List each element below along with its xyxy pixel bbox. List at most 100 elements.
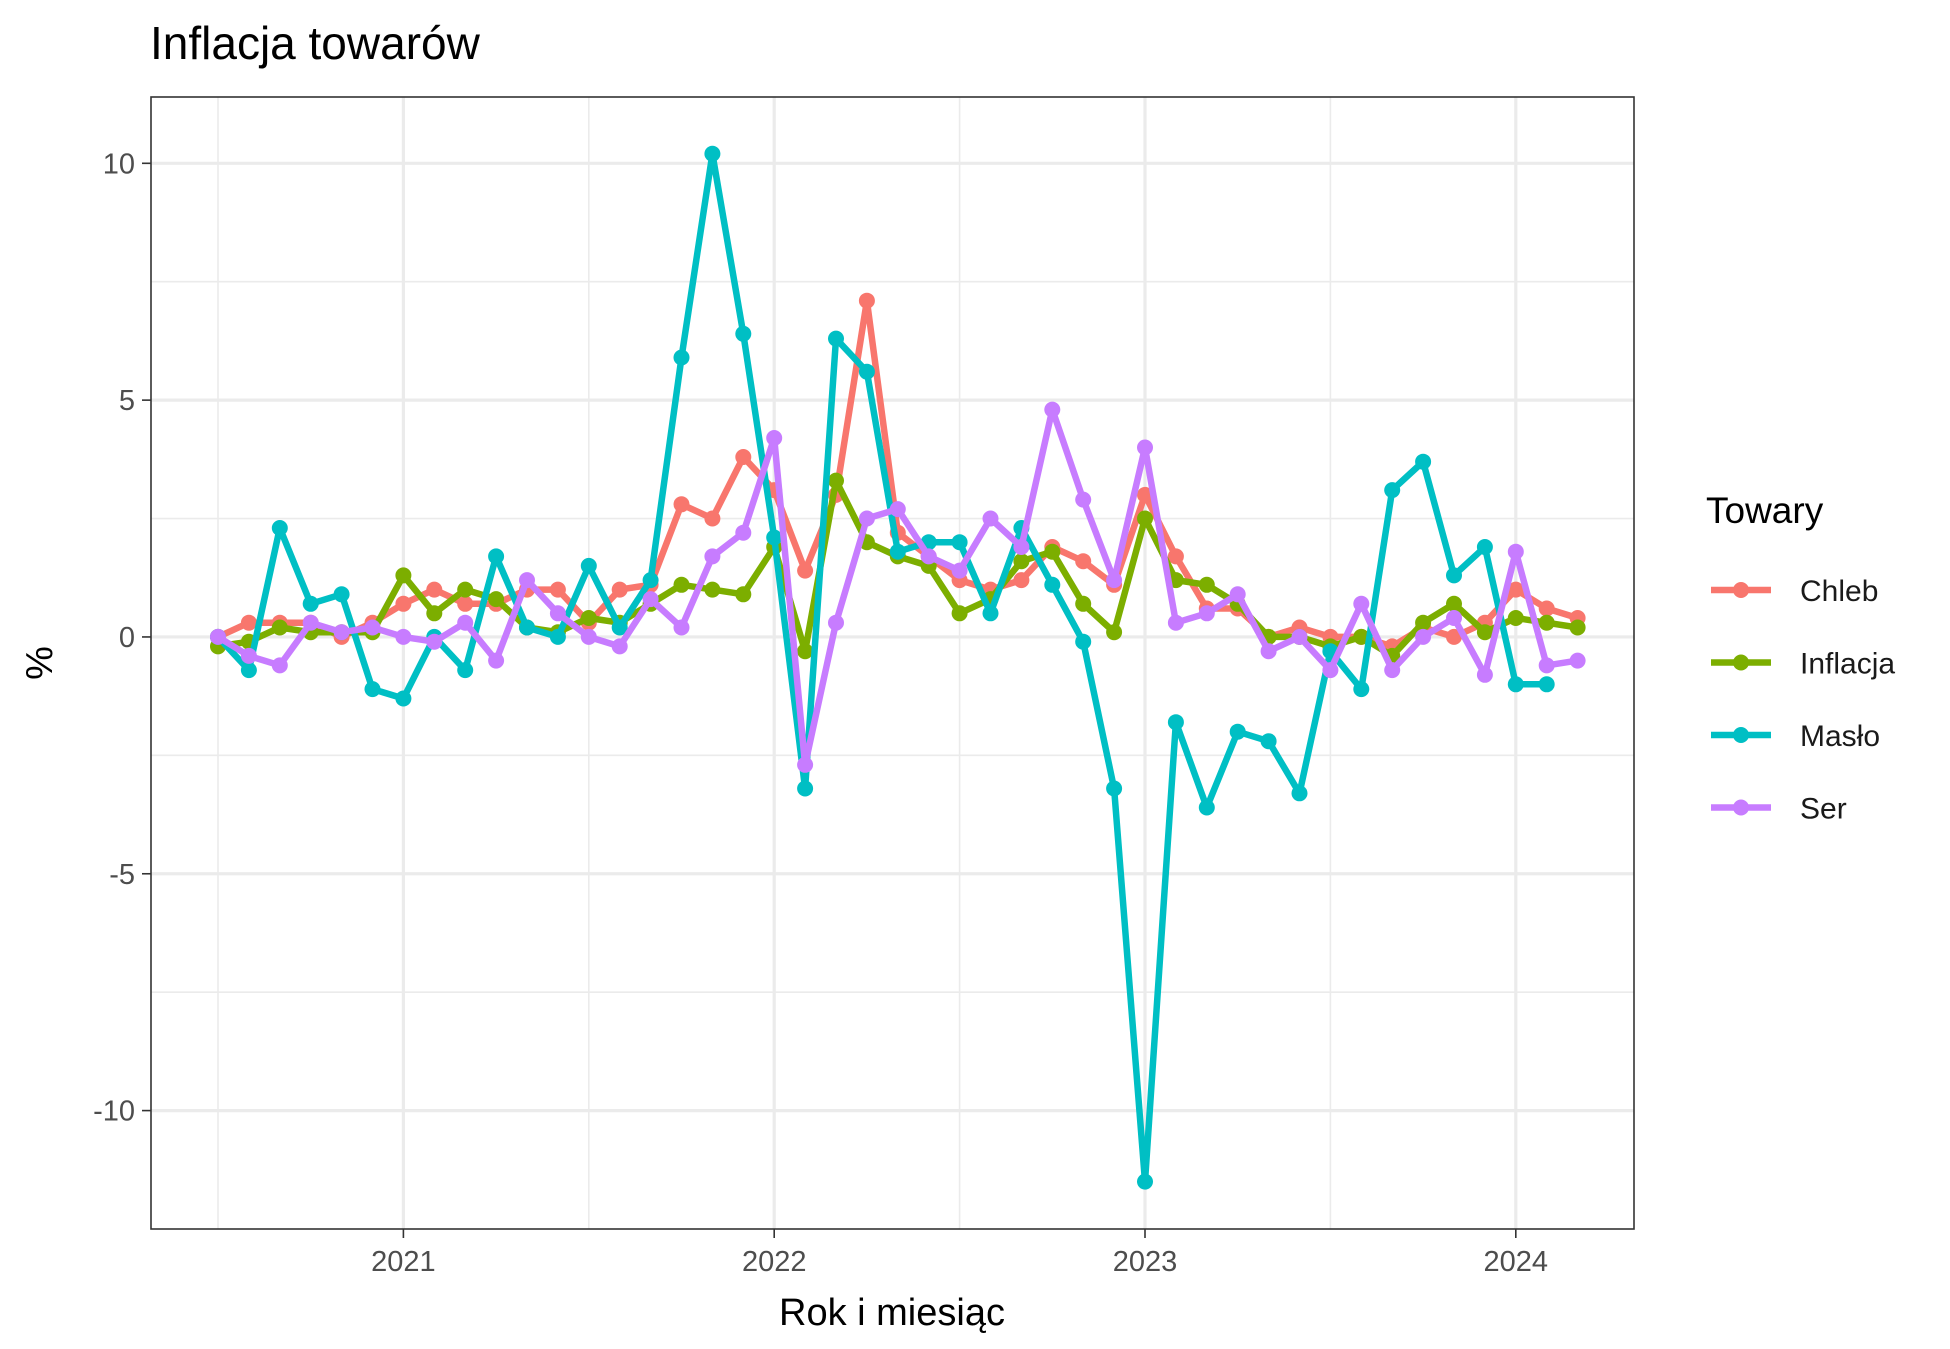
data-point-ser	[395, 628, 412, 645]
data-point-maslo	[1229, 723, 1246, 740]
y-tick-label: 5	[119, 385, 135, 417]
x-tick-label: 2022	[742, 1246, 807, 1278]
legend-key-point	[1733, 799, 1749, 816]
data-point-maslo	[611, 619, 628, 636]
data-point-chleb	[704, 510, 721, 527]
y-tick-label: -5	[109, 859, 135, 891]
data-point-maslo	[364, 681, 381, 698]
legend-item-maslo: Masło	[1711, 720, 1880, 753]
data-point-ser	[1137, 439, 1153, 456]
data-point-chleb	[240, 614, 257, 631]
data-point-inflacja	[704, 581, 721, 598]
data-point-maslo	[1507, 676, 1524, 693]
data-point-maslo	[797, 780, 814, 797]
legend: Towary Chleb Inflacja Masło Ser	[1706, 490, 1895, 826]
data-point-ser	[1198, 605, 1215, 622]
data-point-inflacja	[673, 576, 690, 593]
data-point-chleb	[426, 581, 443, 598]
data-point-maslo	[1044, 576, 1061, 593]
data-point-ser	[920, 548, 937, 565]
data-point-maslo	[828, 330, 844, 347]
legend-items: Chleb Inflacja Masło Ser	[1711, 575, 1895, 826]
data-point-maslo	[1353, 681, 1370, 698]
data-point-ser	[951, 562, 968, 579]
data-point-maslo	[858, 363, 875, 380]
x-tick-label: 2024	[1484, 1246, 1549, 1278]
data-point-chleb	[673, 496, 690, 513]
data-point-ser	[1538, 657, 1555, 674]
data-point-ser	[457, 614, 474, 631]
data-point-ser	[1384, 662, 1401, 679]
legend-key-point	[1733, 654, 1749, 671]
x-axis-title: Rok i miesiąc	[779, 1292, 1005, 1334]
data-point-maslo	[704, 145, 721, 162]
data-point-maslo	[1538, 676, 1555, 693]
data-point-inflacja	[395, 567, 412, 584]
legend-label: Ser	[1800, 793, 1847, 826]
data-point-maslo	[271, 520, 288, 536]
data-point-maslo	[951, 534, 968, 551]
data-point-chleb	[1538, 600, 1555, 617]
data-point-inflacja	[488, 591, 505, 608]
data-point-ser	[1044, 401, 1061, 418]
data-point-inflacja	[1106, 624, 1123, 641]
data-point-inflacja	[1353, 628, 1370, 645]
data-point-chleb	[1446, 628, 1462, 645]
data-point-maslo	[1106, 780, 1123, 797]
legend-key-point	[1733, 582, 1749, 598]
x-tick-label: 2021	[371, 1246, 436, 1278]
chart-title: Inflacja towarów	[150, 17, 481, 69]
data-point-maslo	[302, 595, 319, 612]
data-point-inflacja	[457, 581, 474, 598]
data-point-ser	[1229, 586, 1246, 603]
data-point-inflacja	[1569, 619, 1586, 636]
data-point-inflacja	[951, 605, 968, 622]
data-point-inflacja	[1013, 553, 1030, 570]
data-point-maslo	[1291, 785, 1308, 802]
data-point-maslo	[642, 572, 659, 589]
data-point-ser	[1476, 666, 1493, 683]
data-point-inflacja	[735, 586, 752, 603]
data-point-chleb	[858, 292, 875, 309]
y-axis: 10 5 0 -5 -10	[93, 148, 151, 1128]
data-point-chleb	[797, 562, 814, 579]
data-point-chleb	[1167, 548, 1184, 565]
data-point-maslo	[673, 349, 690, 366]
data-point-ser	[1446, 610, 1462, 626]
data-point-maslo	[488, 548, 505, 565]
data-point-chleb	[457, 595, 474, 612]
data-point-maslo	[580, 557, 597, 574]
data-point-inflacja	[1044, 543, 1061, 560]
data-point-ser	[271, 657, 288, 674]
x-axis: 2021 2022 2023 2024	[371, 1229, 1548, 1278]
data-point-maslo	[1137, 1173, 1153, 1190]
data-point-inflacja	[1075, 595, 1092, 612]
data-point-chleb	[1075, 553, 1092, 570]
data-point-ser	[1322, 662, 1339, 679]
data-point-ser	[1106, 572, 1123, 589]
data-point-ser	[580, 628, 597, 645]
plot-background	[151, 97, 1634, 1229]
plot-panel	[150, 96, 1635, 1230]
data-point-ser	[426, 633, 443, 650]
data-point-maslo	[1415, 453, 1432, 470]
data-point-inflacja	[1446, 595, 1462, 612]
data-point-maslo	[1075, 633, 1092, 650]
data-point-maslo	[333, 586, 350, 603]
data-point-maslo	[519, 619, 535, 636]
data-point-maslo	[1167, 714, 1184, 731]
data-point-ser	[333, 624, 350, 641]
data-point-ser	[1569, 652, 1586, 669]
data-point-ser	[889, 501, 906, 518]
data-point-inflacja	[1507, 610, 1524, 626]
data-point-ser	[704, 548, 721, 565]
data-point-inflacja	[426, 605, 443, 622]
data-point-maslo	[457, 662, 474, 679]
data-point-ser	[735, 524, 752, 541]
y-tick-label: 10	[103, 148, 135, 180]
data-point-maslo	[549, 628, 566, 645]
data-point-chleb	[735, 449, 752, 465]
data-point-chleb	[1507, 581, 1524, 598]
data-point-ser	[1075, 491, 1092, 508]
